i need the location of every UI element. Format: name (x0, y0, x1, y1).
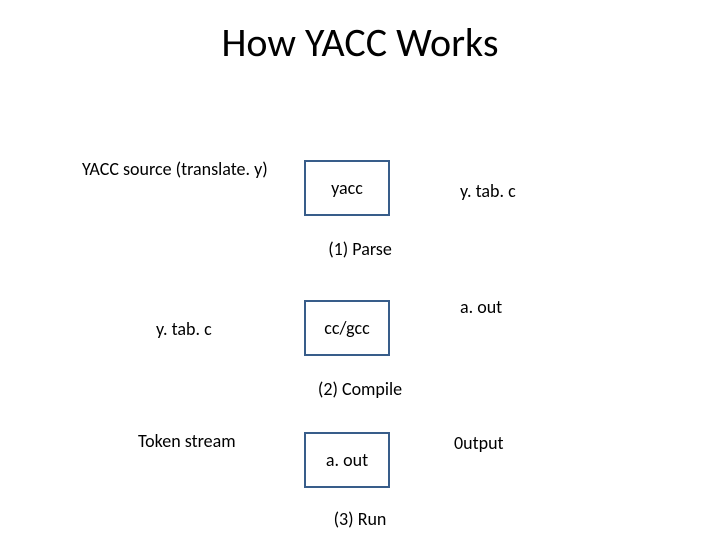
ccgcc-box: cc/gcc (304, 300, 390, 356)
token-stream-label: Token stream (138, 430, 236, 452)
yacc-box-label: yacc (331, 177, 363, 199)
ytabc-right-label: y. tab. c (460, 180, 516, 202)
yacc-source-label: YACC source (translate. y) (82, 158, 268, 180)
parse-caption: (1) Parse (0, 238, 720, 260)
slide: How YACC Works yacc cc/gcc a. out YACC s… (0, 0, 720, 540)
aout-right-label: a. out (460, 296, 502, 318)
compile-caption: (2) Compile (0, 378, 720, 400)
aout-box-label: a. out (326, 449, 368, 471)
run-caption: (3) Run (0, 508, 720, 530)
yacc-box: yacc (304, 160, 390, 216)
ccgcc-box-label: cc/gcc (324, 317, 369, 339)
output-label: 0utput (454, 432, 504, 454)
aout-box: a. out (304, 432, 390, 488)
slide-title: How YACC Works (0, 18, 720, 67)
ytabc-left-label: y. tab. c (156, 318, 212, 340)
